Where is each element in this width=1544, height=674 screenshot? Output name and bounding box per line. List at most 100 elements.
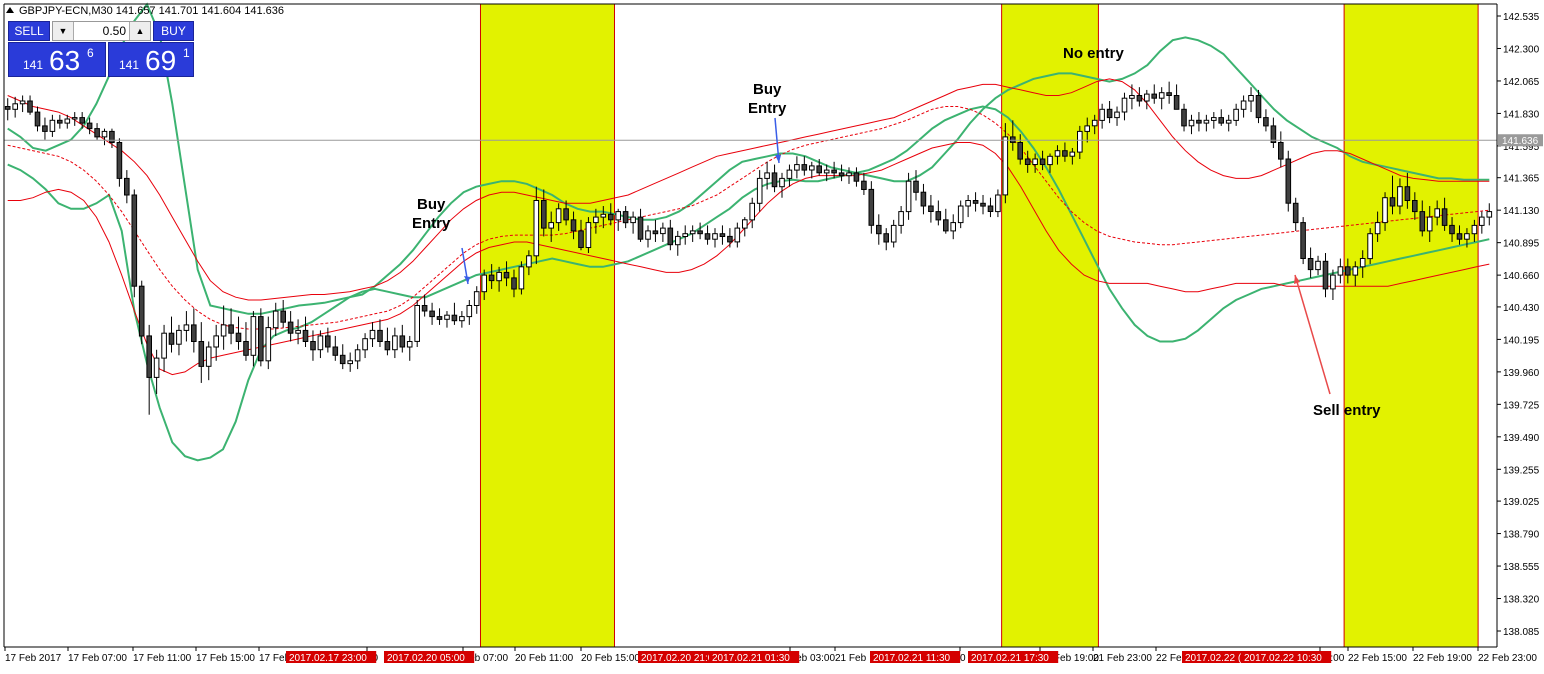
candle	[1091, 114, 1098, 135]
y-tick-label: 139.255	[1503, 465, 1540, 476]
candle-body	[950, 222, 957, 232]
candle-body	[116, 142, 123, 179]
buy-price-button[interactable]: 141 69 1	[108, 42, 194, 77]
candle	[444, 311, 450, 328]
candle-body	[578, 230, 584, 248]
time-tag-label: 2017.02.21 11:30	[873, 653, 951, 664]
candle-body	[265, 327, 272, 362]
candle-body	[838, 172, 845, 177]
candle-body	[689, 230, 696, 235]
candle-body	[94, 128, 100, 138]
candle-body	[1359, 258, 1366, 268]
candle-body	[1315, 260, 1321, 271]
candle-body	[1471, 224, 1478, 235]
candle-body	[704, 233, 711, 240]
volume-dropdown-icon[interactable]: ▼	[53, 22, 74, 40]
candle	[1240, 95, 1247, 118]
candle	[1069, 147, 1076, 165]
candle	[1307, 247, 1314, 278]
candle	[429, 302, 435, 325]
volume-stepper[interactable]: ▼ 0.50 ▲	[52, 21, 151, 41]
y-tick-label: 138.555	[1503, 562, 1540, 573]
candle	[1114, 106, 1120, 126]
x-tick-label: 22 Feb 23:00	[1478, 653, 1537, 664]
candle	[823, 164, 830, 182]
candle	[831, 161, 837, 179]
candle-body	[533, 200, 540, 257]
candle-body	[1300, 222, 1306, 260]
sell-price-button[interactable]: 141 63 6	[8, 42, 106, 77]
candle	[235, 316, 242, 350]
candle	[943, 208, 949, 234]
candle-body	[421, 305, 428, 312]
candle	[1106, 100, 1113, 124]
candle-body	[64, 118, 71, 124]
candle	[1017, 134, 1024, 165]
candle	[511, 269, 517, 298]
candle-body	[198, 341, 205, 367]
x-tick-label: 21 Feb 19:00	[1040, 653, 1099, 664]
candle-body	[473, 291, 480, 307]
candle	[94, 123, 100, 140]
candle	[138, 280, 145, 345]
candle	[49, 114, 56, 137]
candle-body	[317, 335, 324, 351]
volume-up-icon[interactable]: ▲	[129, 22, 150, 40]
candle	[764, 161, 770, 190]
candle	[518, 261, 525, 295]
candle-body	[1136, 95, 1143, 102]
candle-body	[526, 255, 532, 268]
candle	[868, 181, 875, 234]
volume-input[interactable]: 0.50	[102, 24, 126, 38]
candle	[101, 128, 108, 146]
bb-mid-line	[7, 106, 1490, 330]
candle-body	[176, 329, 182, 345]
candle-body	[667, 227, 674, 246]
candle	[116, 138, 123, 187]
candle-body	[965, 200, 971, 207]
candle-body	[1166, 92, 1172, 96]
candle-body	[444, 314, 450, 320]
candle	[1285, 150, 1292, 212]
symbol-header: GBPJPY-ECN,M30 141.657 141.701 141.604 1…	[6, 5, 284, 17]
candle	[585, 217, 592, 254]
x-tick-label: 22 Feb 19:00	[1413, 653, 1472, 664]
candle-body	[138, 285, 145, 337]
time-tag-label: 2017.02.22 10:30	[1244, 653, 1322, 664]
candle-body	[630, 216, 636, 224]
candle-body	[1069, 151, 1076, 157]
candle	[161, 324, 167, 372]
candle-body	[272, 310, 279, 329]
candle-body	[675, 235, 681, 246]
candle-body	[1196, 119, 1202, 124]
candle	[861, 172, 867, 195]
candle	[950, 214, 957, 240]
candle	[980, 194, 986, 215]
candle	[1359, 250, 1366, 278]
candle-body	[4, 106, 11, 110]
candle	[295, 319, 301, 345]
time-tag-bg	[384, 651, 475, 663]
candle	[176, 324, 182, 356]
candle	[727, 228, 733, 248]
y-tick-label: 141.130	[1503, 206, 1540, 217]
buy-button[interactable]: BUY	[153, 21, 194, 41]
sell-button[interactable]: SELL	[8, 21, 50, 41]
collapse-triangle-icon[interactable]	[6, 7, 14, 13]
candle	[779, 172, 785, 198]
candle	[1062, 142, 1068, 162]
candle	[473, 286, 480, 314]
candle	[1225, 114, 1232, 132]
x-tick-label: 17 Feb 15:00	[196, 653, 255, 664]
candle-body	[42, 125, 48, 132]
candle-body	[1211, 117, 1217, 121]
candle	[302, 316, 309, 347]
candle	[667, 219, 674, 251]
candle	[191, 308, 197, 353]
candle	[1404, 172, 1411, 209]
arrow-head-icon	[464, 276, 470, 284]
candle	[935, 200, 942, 226]
time-tag-label: 2017.02.20 21:0	[641, 653, 714, 664]
